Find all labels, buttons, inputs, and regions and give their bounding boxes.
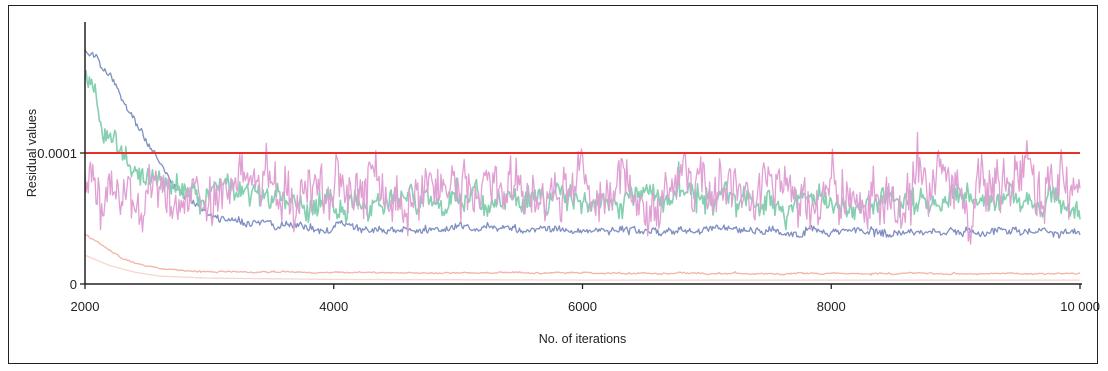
series-line-2	[84, 70, 1081, 231]
x-tick-label: 2000	[71, 299, 100, 314]
series-line-5	[84, 254, 1080, 281]
y-tick-label: 0.0001	[37, 146, 77, 161]
x-axis-title: No. of iterations	[539, 332, 627, 346]
x-tick-label: 8000	[817, 299, 846, 314]
x-tick-label: 10 000	[1060, 299, 1100, 314]
y-tick-label: 0	[70, 277, 77, 292]
series-line-1	[84, 49, 1081, 239]
x-tick-labels: 2000 4000 6000 8000 10 000	[71, 284, 1100, 314]
series-line-3	[84, 131, 1081, 245]
series-layer	[84, 49, 1081, 281]
y-axis-title: Residual values	[25, 109, 39, 197]
series-line-4	[84, 233, 1081, 276]
chart-frame	[8, 5, 1098, 364]
x-tick-label: 6000	[568, 299, 597, 314]
x-tick-label: 4000	[319, 299, 348, 314]
y-tick-labels: 0 0.0001	[37, 146, 85, 292]
